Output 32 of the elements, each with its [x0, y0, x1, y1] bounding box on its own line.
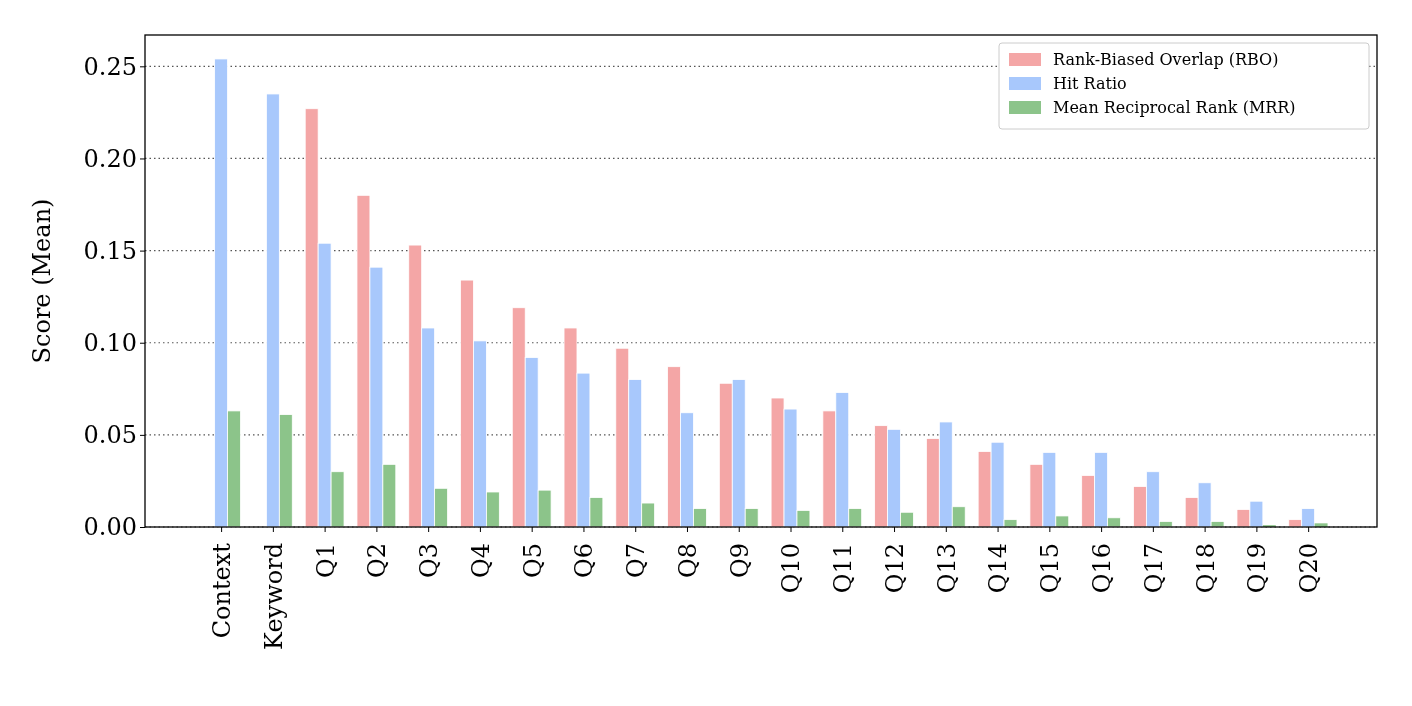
legend-label: Mean Reciprocal Rank (MRR)	[1053, 98, 1296, 117]
legend-label: Hit Ratio	[1053, 74, 1127, 93]
x-tick-label: Q8	[673, 543, 702, 578]
x-tick-label: Q12	[880, 543, 909, 594]
x-tick-label: Q19	[1243, 543, 1272, 594]
x-tick-label: Q15	[1036, 543, 1065, 594]
x-tick-label: Q4	[466, 543, 495, 578]
x-tick-label: Keyword	[259, 543, 288, 650]
x-tick-label: Q13	[932, 543, 961, 594]
y-tick-label: 0.25	[83, 52, 137, 81]
x-tick-label: Context	[207, 542, 236, 639]
y-tick-label: 0.15	[83, 236, 137, 265]
x-tick-label: Q2	[363, 543, 392, 578]
y-tick-label: 0.00	[83, 513, 137, 542]
y-tick-label: 0.10	[83, 328, 137, 357]
x-tick-label: Q6	[570, 543, 599, 578]
x-tick-label: Q20	[1295, 543, 1324, 594]
legend-label: Rank-Biased Overlap (RBO)	[1053, 50, 1279, 69]
x-tick-label: Q17	[1139, 543, 1168, 594]
x-tick-label: Q1	[311, 543, 340, 578]
y-tick-label: 0.20	[83, 144, 137, 173]
y-axis-title: Score (Mean)	[28, 198, 56, 364]
y-tick-label: 0.05	[83, 421, 137, 450]
x-tick-label: Q3	[415, 543, 444, 578]
x-tick-label: Q18	[1191, 543, 1220, 594]
x-tick-label: Q14	[984, 543, 1013, 594]
x-tick-label: Q5	[518, 543, 547, 578]
x-tick-label: Q10	[777, 543, 806, 594]
x-tick-label: Q7	[622, 543, 651, 578]
x-tick-label: Q16	[1087, 543, 1116, 594]
x-tick-label: Q9	[725, 543, 754, 578]
x-tick-label: Q11	[829, 543, 858, 594]
